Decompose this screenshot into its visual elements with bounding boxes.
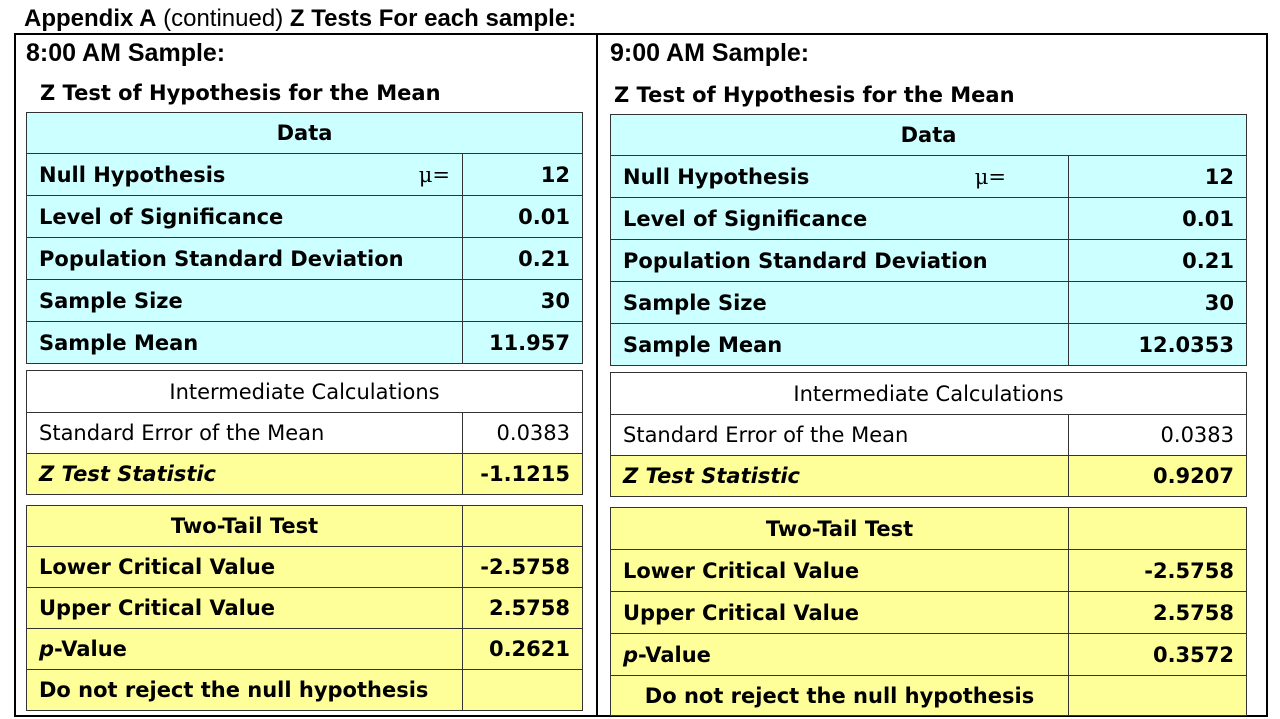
two-tail-header: Two-Tail Test <box>610 507 1069 550</box>
test-title: Z Test of Hypothesis for the Mean <box>40 81 441 105</box>
std-error-value: 0.0383 <box>1067 414 1248 456</box>
data-header-row: Data <box>610 114 1247 156</box>
pvalue-value: 0.3572 <box>1068 633 1247 676</box>
z-stat-label: Z Test Statistic <box>610 455 1069 497</box>
conclusion-text: Do not reject the null hypothesis <box>610 675 1069 716</box>
table-row: μ= Null Hypothesis 12 <box>610 155 1247 198</box>
null-hypothesis-label: μ= Null Hypothesis <box>26 153 463 196</box>
table-row: Z Test Statistic 0.9207 <box>610 455 1248 497</box>
pop-std-dev-value: 0.21 <box>462 237 583 280</box>
std-error-label: Standard Error of the Mean <box>610 414 1069 456</box>
table-row: Upper Critical Value 2.5758 <box>26 587 583 629</box>
table-row: Z Test Statistic -1.1215 <box>26 453 584 495</box>
z-stat-label: Z Test Statistic <box>26 453 463 495</box>
heading-part-1: Appendix A <box>24 5 157 32</box>
table-row: Level of Significance 0.01 <box>610 197 1247 240</box>
intermediate-header-row: Intermediate Calculations <box>609 372 1248 415</box>
upper-cv-label: Upper Critical Value <box>26 587 463 629</box>
data-table: Data μ= Null Hypothesis 12 Level of Signi… <box>26 112 583 364</box>
table-row: Do not reject the null hypothesis <box>26 669 583 711</box>
empty-cell <box>462 505 583 547</box>
data-header: Data <box>610 114 1247 156</box>
null-hypothesis-label: μ= Null Hypothesis <box>610 155 1069 198</box>
table-row: Lower Critical Value -2.5758 <box>610 549 1247 592</box>
table-row: Standard Error of the Mean 0.0383 <box>610 414 1248 456</box>
significance-label: Level of Significance <box>610 197 1069 240</box>
table-row: Upper Critical Value 2.5758 <box>610 591 1247 634</box>
table-row: Two-Tail Test <box>610 507 1247 550</box>
sample-title: 9:00 AM Sample: <box>610 39 810 67</box>
table-row: Population Standard Deviation 0.21 <box>610 239 1247 282</box>
sample-mean-label: Sample Mean <box>610 323 1069 366</box>
sample-mean-value: 11.957 <box>462 321 583 364</box>
empty-cell <box>462 669 583 711</box>
intermediate-header: Intermediate Calculations <box>609 372 1248 415</box>
heading-part-3: Z Tests For each sample: <box>289 5 577 32</box>
pop-std-dev-value: 0.21 <box>1068 239 1247 282</box>
intermediate-table: Intermediate Calculations Standard Error… <box>609 372 1248 497</box>
two-tail-table: Two-Tail Test Lower Critical Value -2.57… <box>610 507 1247 716</box>
table-row: p-Value 0.3572 <box>610 633 1247 676</box>
appendix-frame <box>14 33 1268 717</box>
table-row: Sample Mean 12.0353 <box>610 323 1247 366</box>
null-hypothesis-value: 12 <box>462 153 583 196</box>
conclusion-text: Do not reject the null hypothesis <box>26 669 463 711</box>
sample-size-value: 30 <box>1068 281 1247 324</box>
significance-value: 0.01 <box>462 195 583 238</box>
null-hypothesis-value: 12 <box>1068 155 1247 198</box>
intermediate-header: Intermediate Calculations <box>25 370 584 413</box>
sample-size-label: Sample Size <box>610 281 1069 324</box>
pop-std-dev-label: Population Standard Deviation <box>26 237 463 280</box>
lower-cv-value: -2.5758 <box>462 546 583 588</box>
sample-mean-value: 12.0353 <box>1068 323 1247 366</box>
z-stat-value: -1.1215 <box>461 453 584 495</box>
lower-cv-label: Lower Critical Value <box>610 549 1069 592</box>
table-row: Sample Mean 11.957 <box>26 321 583 364</box>
table-row: Sample Size 30 <box>26 279 583 322</box>
pvalue-label: p-Value <box>26 628 463 670</box>
mu-symbol: μ= <box>418 162 450 187</box>
table-row: Do not reject the null hypothesis <box>610 675 1247 716</box>
std-error-label: Standard Error of the Mean <box>26 412 463 454</box>
pvalue-value: 0.2621 <box>462 628 583 670</box>
intermediate-table: Intermediate Calculations Standard Error… <box>25 370 584 495</box>
significance-value: 0.01 <box>1068 197 1247 240</box>
upper-cv-value: 2.5758 <box>462 587 583 629</box>
table-row: Population Standard Deviation 0.21 <box>26 237 583 280</box>
panel-divider <box>596 33 598 717</box>
empty-cell <box>1068 507 1247 550</box>
std-error-value: 0.0383 <box>461 412 584 454</box>
table-row: Sample Size 30 <box>610 281 1247 324</box>
lower-cv-label: Lower Critical Value <box>26 546 463 588</box>
two-tail-table: Two-Tail Test Lower Critical Value -2.57… <box>26 505 583 711</box>
table-row: μ= Null Hypothesis 12 <box>26 153 583 196</box>
data-header: Data <box>26 112 583 154</box>
empty-cell <box>1068 675 1247 716</box>
mu-symbol: μ= <box>974 164 1006 189</box>
significance-label: Level of Significance <box>26 195 463 238</box>
upper-cv-value: 2.5758 <box>1068 591 1247 634</box>
sample-size-label: Sample Size <box>26 279 463 322</box>
sample-size-value: 30 <box>462 279 583 322</box>
test-title: Z Test of Hypothesis for the Mean <box>614 83 1015 107</box>
sample-title: 8:00 AM Sample: <box>26 39 226 67</box>
appendix-heading: Appendix A (continued) Z Tests For each … <box>24 4 576 34</box>
two-tail-header: Two-Tail Test <box>26 505 463 547</box>
pvalue-label: p-Value <box>610 633 1069 676</box>
pop-std-dev-label: Population Standard Deviation <box>610 239 1069 282</box>
heading-part-2: (continued) <box>156 5 290 32</box>
table-row: Lower Critical Value -2.5758 <box>26 546 583 588</box>
table-row: Two-Tail Test <box>26 505 583 547</box>
sample-mean-label: Sample Mean <box>26 321 463 364</box>
table-row: p-Value 0.2621 <box>26 628 583 670</box>
data-table: Data μ= Null Hypothesis 12 Level of Signi… <box>610 114 1247 366</box>
lower-cv-value: -2.5758 <box>1068 549 1247 592</box>
table-row: Level of Significance 0.01 <box>26 195 583 238</box>
data-header-row: Data <box>26 112 583 154</box>
table-row: Standard Error of the Mean 0.0383 <box>26 412 584 454</box>
z-stat-value: 0.9207 <box>1067 455 1248 497</box>
intermediate-header-row: Intermediate Calculations <box>25 370 584 413</box>
upper-cv-label: Upper Critical Value <box>610 591 1069 634</box>
